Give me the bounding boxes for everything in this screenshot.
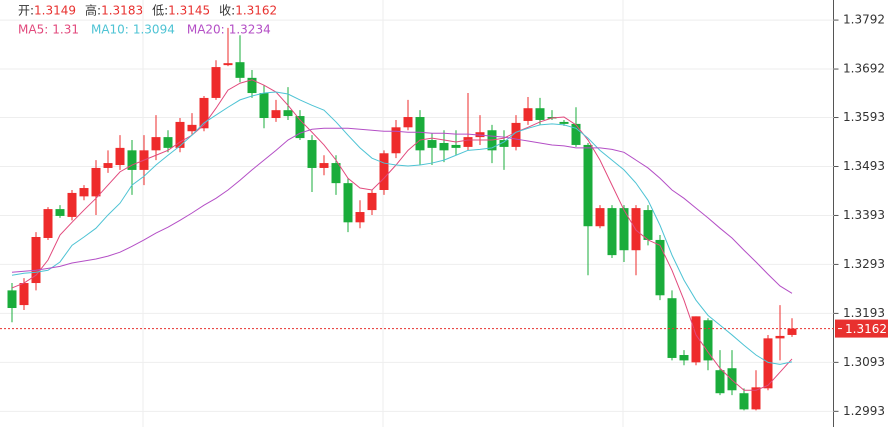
y-tick-label: 1.3792 bbox=[843, 13, 885, 27]
y-tick-label: 1.3393 bbox=[843, 208, 885, 222]
y-tick-label: 1.3692 bbox=[843, 62, 885, 76]
candle-body bbox=[295, 116, 305, 139]
legend-value: 1.3234 bbox=[229, 23, 271, 37]
y-tick-label: 1.3293 bbox=[843, 257, 885, 271]
candle-body bbox=[271, 110, 281, 119]
candle-body bbox=[391, 127, 401, 154]
candle-body bbox=[427, 140, 437, 148]
candle-body bbox=[223, 63, 233, 66]
candle-body bbox=[583, 144, 593, 227]
candle-body bbox=[127, 150, 137, 170]
candle-body bbox=[451, 144, 461, 148]
candle-body bbox=[571, 123, 581, 145]
candle-body bbox=[115, 147, 125, 166]
candle-body bbox=[55, 209, 65, 216]
y-tick-label: 1.3093 bbox=[843, 355, 885, 369]
candle-body bbox=[67, 192, 77, 217]
legend-name: MA5: bbox=[18, 23, 48, 37]
candle-body bbox=[607, 208, 617, 256]
candle-body bbox=[7, 290, 17, 309]
candle-body bbox=[751, 387, 761, 410]
candle-body bbox=[403, 117, 413, 128]
candle-body bbox=[535, 108, 545, 120]
candle-body bbox=[511, 122, 521, 147]
y-tick-label: 1.3593 bbox=[843, 110, 885, 124]
candle-body bbox=[715, 370, 725, 394]
last-price-label: 1.3162 bbox=[845, 322, 887, 336]
legend-value: 1.3094 bbox=[133, 23, 175, 37]
candle-body bbox=[643, 210, 653, 240]
candle-body bbox=[43, 209, 53, 238]
candle-body bbox=[379, 153, 389, 190]
candle-body bbox=[499, 140, 509, 147]
candle-body bbox=[199, 97, 209, 129]
candle-body bbox=[247, 77, 257, 94]
candle-body bbox=[439, 142, 449, 151]
candle-body bbox=[463, 137, 473, 147]
candle-body bbox=[331, 163, 341, 184]
candle-body bbox=[175, 121, 185, 148]
header-value: 1.3149 bbox=[34, 4, 76, 18]
candle-body bbox=[595, 208, 605, 227]
candle-body bbox=[343, 183, 353, 223]
candle-body bbox=[19, 283, 29, 306]
candle-body bbox=[79, 188, 89, 197]
candle-body bbox=[691, 316, 701, 363]
candle-body bbox=[307, 140, 317, 168]
ma-line bbox=[11, 127, 793, 294]
candle-body bbox=[103, 163, 113, 168]
candle-body bbox=[739, 393, 749, 410]
ma-line bbox=[11, 79, 793, 391]
candle-body bbox=[163, 137, 173, 148]
y-tick-label: 1.2993 bbox=[843, 404, 885, 418]
y-tick-label: 1.3493 bbox=[843, 159, 885, 173]
candle-body bbox=[31, 237, 41, 284]
candle-body bbox=[91, 167, 101, 197]
candle-body bbox=[319, 163, 329, 168]
header-label: 高: bbox=[85, 3, 101, 18]
header-label: 低: bbox=[152, 4, 168, 18]
last-price-tag bbox=[835, 319, 888, 338]
candle-body bbox=[559, 121, 569, 124]
candle-body bbox=[415, 117, 425, 151]
candle-body bbox=[211, 67, 221, 98]
candle-body bbox=[187, 124, 197, 132]
header-label: 开: bbox=[18, 4, 34, 18]
candle-body bbox=[367, 192, 377, 211]
candle-body bbox=[151, 137, 161, 151]
legend-value: 1.31 bbox=[52, 23, 79, 37]
header-value: 1.3183 bbox=[101, 4, 143, 18]
candle-body bbox=[259, 93, 269, 119]
legend-name: MA10: bbox=[91, 23, 129, 37]
candle-body bbox=[703, 320, 713, 361]
legend-name: MA20: bbox=[187, 23, 225, 37]
header-label: 收: bbox=[219, 4, 235, 18]
ma-line bbox=[11, 91, 793, 365]
candle-body bbox=[355, 212, 365, 223]
y-tick-label: 1.3193 bbox=[843, 306, 885, 320]
header-value: 1.3162 bbox=[235, 4, 277, 18]
header-value: 1.3145 bbox=[168, 4, 210, 18]
candle-body bbox=[787, 328, 797, 335]
candle-body bbox=[727, 368, 737, 391]
candle-body bbox=[619, 208, 629, 251]
candle-body bbox=[523, 108, 533, 121]
candle-body bbox=[655, 239, 665, 296]
candle-body bbox=[631, 208, 641, 251]
candle-body bbox=[679, 355, 689, 361]
candle-body bbox=[775, 335, 785, 339]
candle-body bbox=[763, 338, 773, 389]
candle-body bbox=[283, 110, 293, 117]
candle-body bbox=[235, 62, 245, 78]
